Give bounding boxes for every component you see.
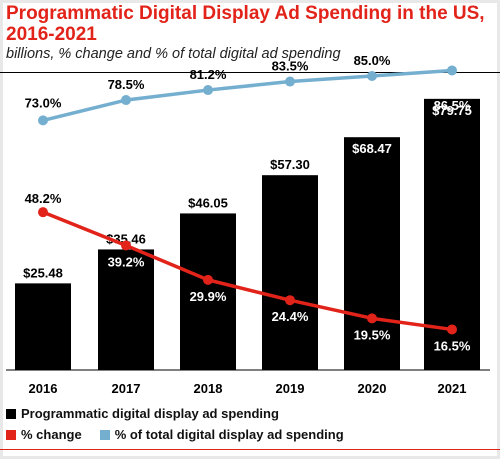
- x-tick-2016: 2016: [29, 381, 58, 396]
- share-label-2017: 78.5%: [108, 77, 145, 92]
- change-label-2018: 29.9%: [190, 289, 227, 304]
- x-tick-2017: 2017: [112, 381, 141, 396]
- share-point-2020: [367, 71, 377, 81]
- bar-label-2018: $46.05: [188, 195, 228, 210]
- share-point-2019: [285, 76, 295, 87]
- share-point-2021: [447, 65, 457, 76]
- bar-2018: [180, 213, 236, 370]
- bar-label-2020: $68.47: [352, 141, 392, 156]
- x-tick-2020: 2020: [358, 381, 387, 396]
- x-tick-2019: 2019: [276, 381, 305, 396]
- share-point-2017: [121, 95, 131, 106]
- share-point-2018: [203, 85, 213, 96]
- change-point-2019: [285, 295, 295, 306]
- legend-label-share: % of total digital display ad spending: [114, 427, 344, 442]
- share-label-2021: 86.5%: [434, 98, 471, 113]
- legend-item-change: % change: [6, 427, 82, 442]
- legend-swatch-black: [6, 408, 16, 419]
- bar-2020: [344, 137, 400, 370]
- change-point-2017: [121, 240, 131, 251]
- x-tick-2021: 2021: [438, 381, 467, 396]
- chart-subtitle: billions, % change and % of total digita…: [6, 46, 341, 62]
- change-label-2019: 24.4%: [272, 309, 309, 324]
- combo-chart: $25.48$35.46$46.05$57.30$68.47$79.75 73.…: [6, 53, 490, 396]
- share-point-2016: [38, 115, 48, 126]
- chart-legend: Programmatic digital display ad spending…: [6, 403, 362, 445]
- bar-label-2021: $79.75: [432, 103, 472, 118]
- x-tick-labels: 2016 2017 2018 2019 2020 2021: [29, 381, 467, 396]
- change-point-2020: [367, 313, 377, 324]
- legend-swatch-blue: [99, 429, 110, 440]
- bar-2017: [98, 249, 154, 370]
- share-label-2018: 81.2%: [190, 67, 227, 82]
- bar-2019: [262, 175, 318, 370]
- change-point-2016: [38, 207, 48, 218]
- chart-title: Programmatic Digital Display Ad Spending…: [6, 3, 485, 45]
- change-point-2021: [447, 324, 457, 335]
- share-label-2016: 73.0%: [25, 95, 62, 110]
- change-label-2020: 19.5%: [354, 327, 391, 342]
- change-label-2017: 39.2%: [108, 254, 145, 269]
- legend-swatch-red: [6, 429, 16, 440]
- legend-label-change: % change: [21, 427, 82, 442]
- bar-value-labels: $25.48$35.46$46.05$57.30$68.47$79.75: [23, 103, 472, 281]
- change-label-2016: 48.2%: [25, 191, 62, 206]
- share-label-2020: 85.0%: [354, 53, 391, 68]
- bar-2016: [15, 283, 71, 370]
- bar-label-2019: $57.30: [270, 157, 310, 172]
- line-series: 73.0% 78.5% 81.2% 83.5% 85.0% 86.5% 48.2% 39.2%…: [25, 53, 471, 353]
- bar-series: [15, 98, 480, 370]
- x-tick-2018: 2018: [194, 381, 223, 396]
- footer-divider: [0, 449, 500, 450]
- change-line: [42, 210, 453, 332]
- bar-label-2016: $25.48: [23, 265, 63, 280]
- legend-item-share: % of total digital display ad spending: [99, 427, 344, 442]
- change-label-2021: 16.5%: [434, 338, 471, 353]
- share-line: [42, 68, 453, 123]
- title-divider: [0, 72, 500, 73]
- legend-label-spending: Programmatic digital display ad spending: [21, 406, 279, 421]
- change-point-2018: [203, 274, 213, 285]
- legend-item-spending: Programmatic digital display ad spending: [6, 406, 279, 421]
- share-label-2019: 83.5%: [272, 59, 309, 74]
